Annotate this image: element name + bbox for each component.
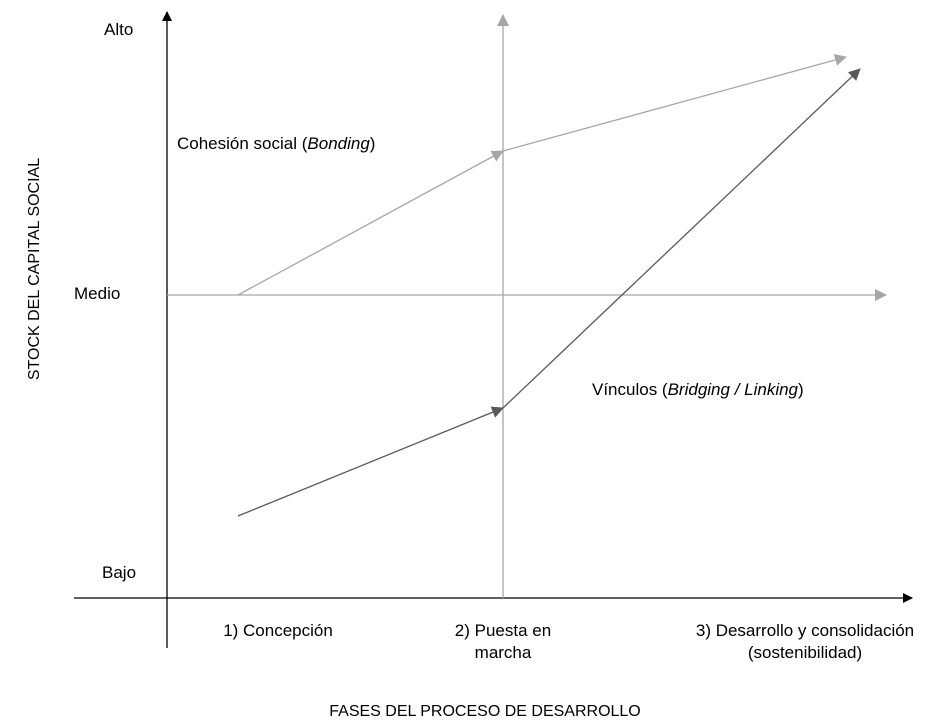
bridging-label-close: )	[798, 380, 804, 399]
y-axis-title: STOCK DEL CAPITAL SOCIAL	[26, 157, 43, 381]
bonding-label-text: Cohesión social (	[177, 134, 308, 153]
phase-1-label: 1) Concepción	[188, 620, 368, 642]
bonding-line-segment-1	[237, 150, 504, 296]
phase-1-line1: 1) Concepción	[223, 621, 333, 640]
level-alto-label: Alto	[104, 20, 134, 39]
phase-2-line1: 2) Puesta en	[454, 621, 552, 640]
phase-2-label: 2) Puesta en marcha	[413, 620, 593, 664]
bonding-label-italic: Bonding	[307, 134, 370, 153]
bridging-line-segment-2	[502, 68, 861, 409]
x-axis-title: FASES DEL PROCESO DE DESARROLLO	[329, 703, 641, 720]
bonding-label: Cohesión social (Bonding)	[177, 134, 375, 154]
level-medio-label: Medio	[74, 284, 121, 303]
level-bajo-label: Bajo	[102, 563, 137, 582]
bonding-line-segment-2	[502, 54, 847, 152]
phase-3-label: 3) Desarrollo y consolidación (sostenibi…	[660, 620, 950, 664]
bridging-label-italic: Bridging / Linking	[667, 380, 799, 399]
bridging-line-segment-1	[237, 406, 504, 517]
phase-3-line1: 3) Desarrollo y consolidación	[695, 621, 915, 640]
phase-3-line2: (sostenibilidad)	[747, 643, 863, 662]
bonding-label-close: )	[369, 134, 376, 153]
bridging-label-text: Vínculos (	[592, 380, 668, 399]
bridging-label: Vínculos (Bridging / Linking)	[592, 380, 804, 400]
phase-2-line2: marcha	[474, 643, 532, 662]
